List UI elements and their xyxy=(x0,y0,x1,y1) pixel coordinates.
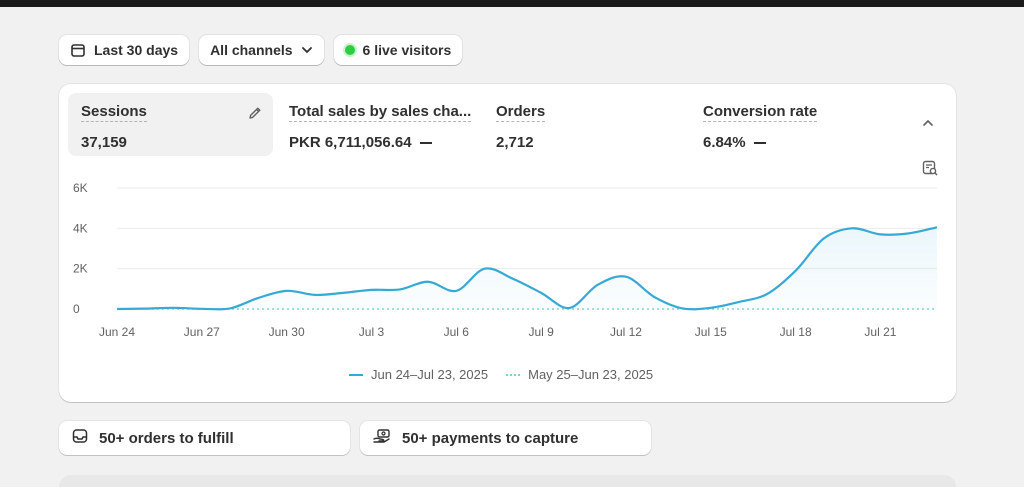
legend-item-previous[interactable]: May 25–Jun 23, 2025 xyxy=(506,367,653,382)
next-card xyxy=(59,475,956,487)
live-indicator-icon xyxy=(344,45,355,55)
live-visitors-button[interactable]: 6 live visitors xyxy=(333,35,463,65)
chart-legend: Jun 24–Jul 23, 2025 May 25–Jun 23, 2025 xyxy=(349,367,653,382)
sessions-line-chart: 6K 4K 2K 0 Jun 24 Jun 27 Jun 30 Jul 3 Jul 6 Jul 9… xyxy=(73,181,938,339)
x-tick-label: Jun 30 xyxy=(269,325,305,339)
metric-value: PKR 6,711,056.64 xyxy=(289,134,412,151)
live-visitors-label: 6 live visitors xyxy=(362,42,452,58)
legend-label: Jun 24–Jul 23, 2025 xyxy=(371,367,489,382)
date-range-label: Last 30 days xyxy=(94,42,179,58)
x-tick-label: Jul 21 xyxy=(864,325,896,339)
cash-hand-icon xyxy=(372,427,392,449)
x-tick-label: Jul 18 xyxy=(780,325,812,339)
x-tick-label: Jun 27 xyxy=(184,325,220,339)
metric-value: 37,159 xyxy=(81,134,127,151)
document-search-icon[interactable] xyxy=(921,159,939,182)
filter-bar: Last 30 days All channels 6 live visitor… xyxy=(59,35,463,65)
orders-to-fulfill-button[interactable]: 50+ orders to fulfill xyxy=(59,421,350,455)
payments-to-capture-button[interactable]: 50+ payments to capture xyxy=(360,421,651,455)
metric-conversion-rate[interactable]: Conversion rate 6.84% xyxy=(690,93,895,156)
payments-to-capture-label: 50+ payments to capture xyxy=(402,429,579,447)
metric-value: 6.84% xyxy=(703,134,746,151)
x-tick-label: Jun 24 xyxy=(99,325,135,339)
no-change-dash xyxy=(753,141,766,144)
channels-dropdown[interactable]: All channels xyxy=(199,35,324,65)
y-tick-label: 4K xyxy=(73,221,88,235)
y-tick-label: 6K xyxy=(73,181,88,195)
channels-label: All channels xyxy=(210,42,293,58)
analytics-card: Sessions 37,159 Total sales by sales cha… xyxy=(59,84,956,402)
orders-to-fulfill-label: 50+ orders to fulfill xyxy=(99,429,234,447)
series-line-current xyxy=(116,226,938,311)
x-tick-label: Jul 15 xyxy=(695,325,727,339)
top-bar xyxy=(0,0,1024,7)
date-range-button[interactable]: Last 30 days xyxy=(59,35,190,65)
x-tick-label: Jul 3 xyxy=(359,325,385,339)
metric-total-sales[interactable]: Total sales by sales cha... PKR 6,711,05… xyxy=(276,93,481,156)
no-change-dash xyxy=(419,141,432,144)
metric-label: Total sales by sales cha... xyxy=(289,103,472,122)
metric-orders[interactable]: Orders 2,712 xyxy=(483,93,688,156)
y-tick-label: 2K xyxy=(73,262,88,276)
metric-label: Orders xyxy=(496,103,546,122)
series-area-fill xyxy=(117,227,937,310)
legend-swatch xyxy=(349,373,363,376)
pencil-icon[interactable] xyxy=(247,105,263,126)
calendar-icon xyxy=(70,42,86,58)
legend-swatch xyxy=(506,373,521,376)
y-tick-label: 0 xyxy=(73,302,80,316)
x-tick-label: Jul 12 xyxy=(610,325,642,339)
chevron-down-icon xyxy=(301,44,313,56)
inbox-icon xyxy=(71,427,89,449)
metric-value: 2,712 xyxy=(496,134,534,151)
legend-item-current[interactable]: Jun 24–Jul 23, 2025 xyxy=(349,367,488,382)
legend-label: May 25–Jun 23, 2025 xyxy=(528,367,654,382)
metric-sessions[interactable]: Sessions 37,159 xyxy=(68,93,273,156)
x-tick-label: Jul 6 xyxy=(444,325,470,339)
chevron-up-icon[interactable] xyxy=(921,116,935,135)
metric-label: Conversion rate xyxy=(703,103,818,122)
x-tick-label: Jul 9 xyxy=(528,325,554,339)
task-row: 50+ orders to fulfill 50+ payments to ca… xyxy=(59,421,651,455)
metric-label: Sessions xyxy=(81,103,147,122)
